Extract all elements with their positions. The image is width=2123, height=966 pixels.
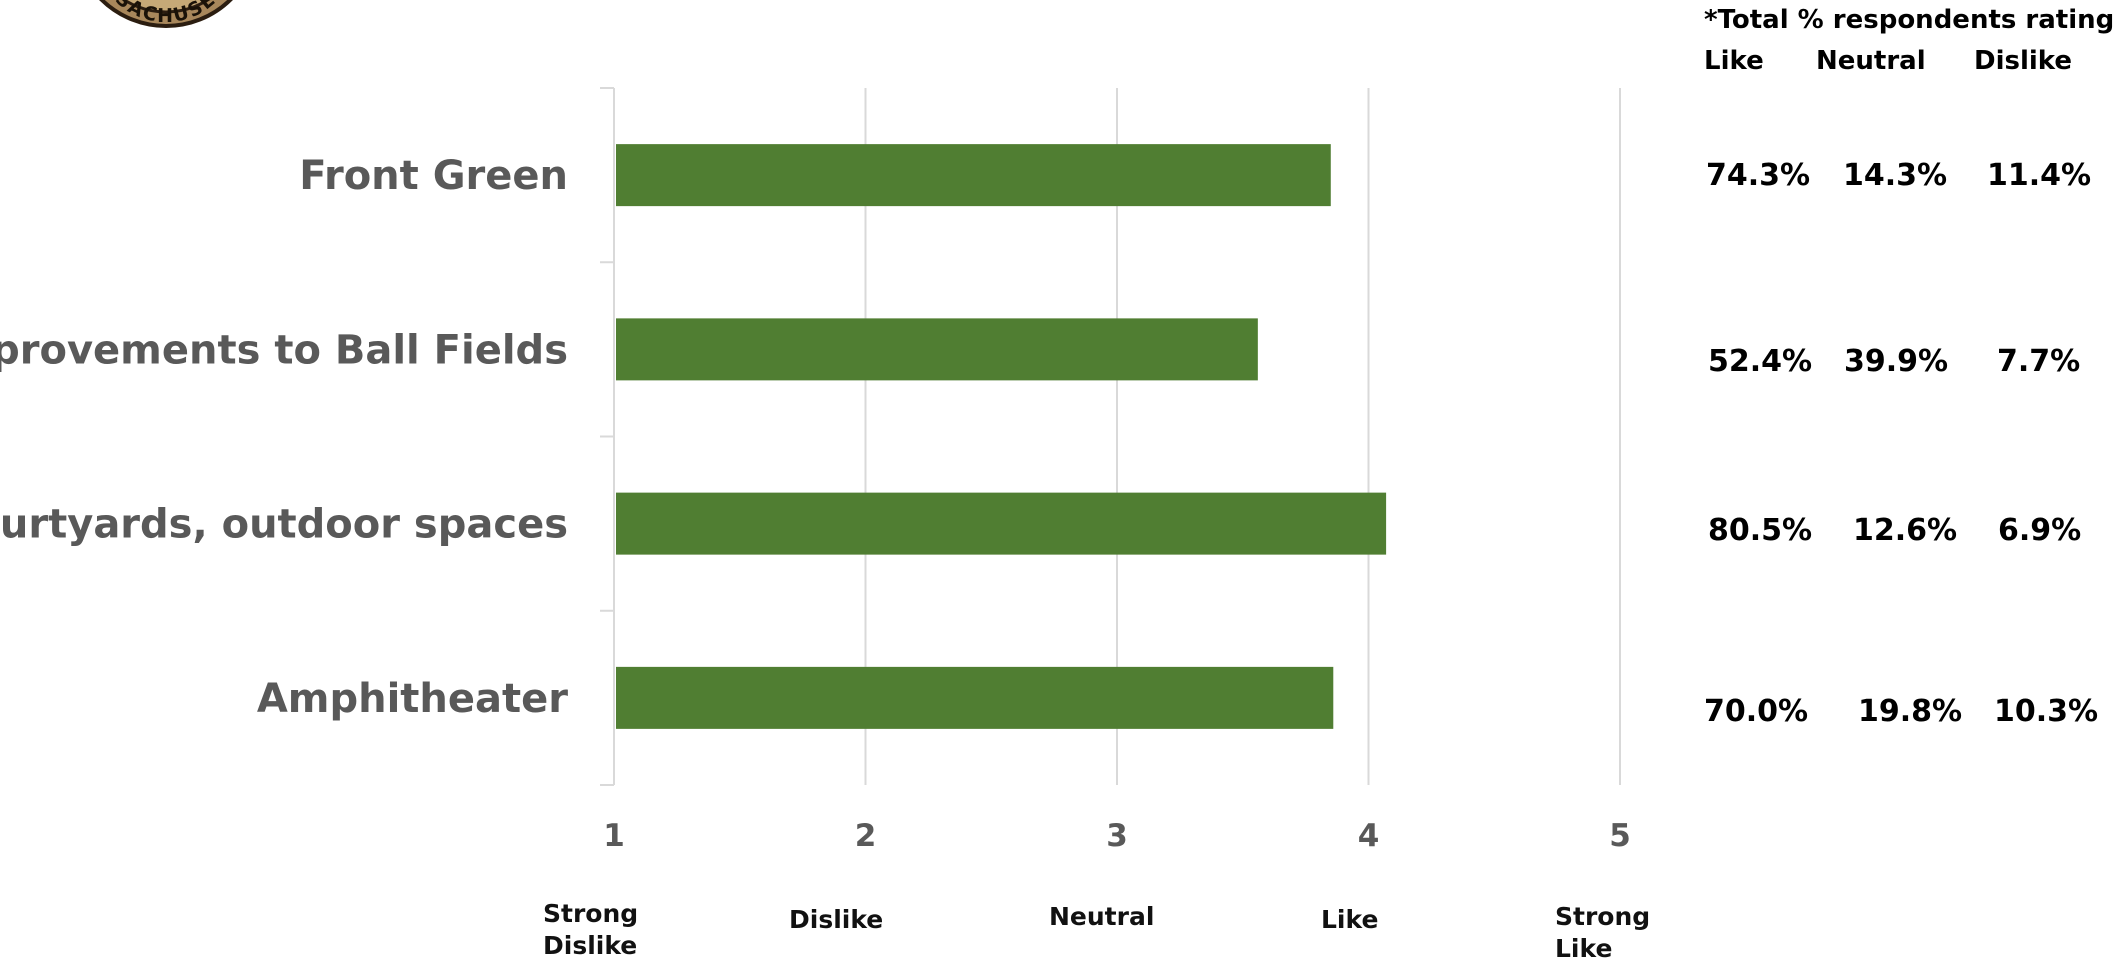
percent-courtyards-dislike: 6.9% [1998,513,2082,548]
x-tick-label-5: 5 [1609,818,1631,854]
percent-amphitheater-neutral: 19.8% [1858,694,1963,729]
percent-header-dislike: Dislike [1974,46,2073,76]
percent-front-green-neutral: 14.3% [1843,158,1948,193]
bar-front-green [616,144,1331,207]
category-label-courtyards-outdoor-spaces: Courtyards, outdoor spaces [0,502,568,548]
category-label-improvements-to-ball-fields: Improvements to Ball Fields [0,327,568,373]
percent-courtyards-neutral: 12.6% [1853,513,1958,548]
scale-word-4: Like [1321,905,1379,934]
percent-header-neutral: Neutral [1816,46,1926,76]
x-tick-label-2: 2 [855,818,877,854]
percent-ball-fields-dislike: 7.7% [1997,344,2081,379]
x-tick-label-1: 1 [603,818,625,854]
percent-amphitheater-like: 70.0% [1704,694,1809,729]
scale-word-2: Dislike [789,905,884,934]
bar-amphitheater [616,666,1334,729]
percent-ball-fields-neutral: 39.9% [1844,344,1949,379]
bar-improvements-to-ball-fields [616,318,1258,381]
scale-word-1: Strong Dislike [543,899,639,960]
x-tick-label-4: 4 [1358,818,1380,854]
category-label-front-green: Front Green [299,153,568,199]
percent-courtyards-like: 80.5% [1708,513,1813,548]
town-seal-logo: SSACHUSET [99,0,233,28]
bar-courtyards-outdoor-spaces [616,492,1387,555]
percent-amphitheater-dislike: 10.3% [1994,694,2099,729]
x-tick-label-3: 3 [1106,818,1128,854]
percent-header-like: Like [1704,46,1764,76]
scale-word-3: Neutral [1049,902,1155,931]
percent-front-green-dislike: 11.4% [1987,158,2092,193]
category-label-amphitheater: Amphitheater [257,676,568,722]
percent-front-green-like: 74.3% [1706,158,1811,193]
percent-ball-fields-like: 52.4% [1708,344,1813,379]
percent-table-title: *Total % respondents rating as [1704,5,2123,35]
scale-word-5: Strong Like [1555,902,1651,963]
